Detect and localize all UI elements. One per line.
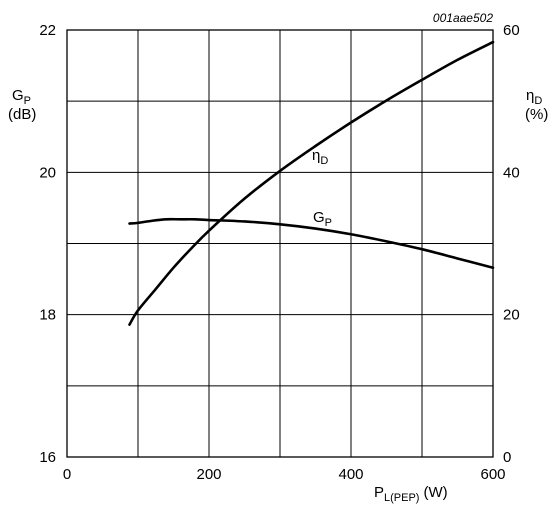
right-y-tick-label: 0	[503, 449, 511, 466]
left-y-tick-label: 16	[39, 449, 56, 466]
series-label-gp-main: G	[313, 209, 325, 226]
left-axis-unit: (dB)	[8, 106, 36, 123]
left-axis-symbol: G	[12, 87, 24, 104]
x-tick-label: 200	[196, 466, 221, 483]
labels: 0 200 400 600 16 18 20 22 0 20 40 60	[39, 22, 519, 483]
right-axis-unit: (%)	[525, 106, 548, 123]
right-axis-title: ηD	[526, 87, 542, 107]
series-label-eta: ηD	[312, 147, 328, 167]
series-label-gp: GP	[313, 209, 332, 229]
right-axis-symbol: η	[526, 87, 534, 104]
left-y-tick-label: 22	[39, 22, 56, 39]
gp-curve	[128, 217, 495, 269]
x-axis-unit: (W)	[423, 484, 447, 501]
right-y-tick-label: 60	[503, 22, 520, 39]
x-tick-label: 600	[480, 466, 505, 483]
x-axis-subscript: L(PEP)	[384, 492, 419, 504]
series-label-gp-sub: P	[325, 217, 332, 229]
x-axis-title: PL(PEP) (W)	[374, 484, 448, 504]
eta-d-curve	[128, 40, 495, 326]
left-y-tick-label: 20	[39, 164, 56, 181]
right-y-tick-label: 40	[503, 164, 520, 181]
figure-code: 001aae502	[433, 11, 493, 25]
x-tick-label: 0	[63, 466, 71, 483]
x-axis-symbol: P	[374, 484, 384, 501]
right-axis-subscript: D	[534, 95, 542, 107]
left-y-tick-label: 18	[39, 307, 56, 324]
x-tick-label: 400	[338, 466, 363, 483]
plot-frame	[66, 29, 494, 458]
curves	[128, 40, 495, 326]
series-label-eta-main: η	[312, 147, 320, 164]
series-label-eta-sub: D	[320, 155, 328, 167]
right-y-tick-label: 20	[503, 307, 520, 324]
left-axis-title: GP	[12, 87, 31, 107]
grid-lines	[67, 30, 493, 457]
left-axis-subscript: P	[24, 95, 31, 107]
